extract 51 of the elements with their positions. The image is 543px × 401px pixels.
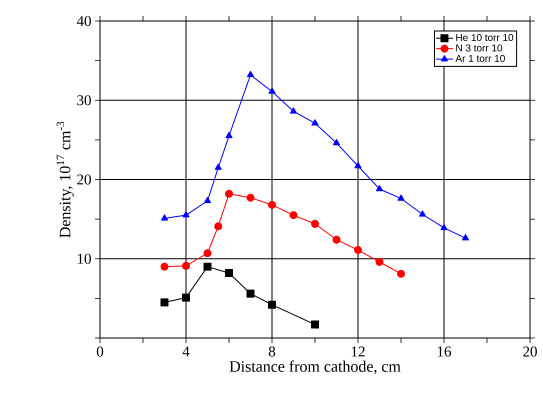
point <box>268 300 276 309</box>
point <box>311 220 319 228</box>
point <box>418 210 426 217</box>
point <box>397 194 405 201</box>
y-tick-label: 10 <box>78 254 91 264</box>
point <box>182 294 190 302</box>
y-tick-label: 20 <box>77 174 91 185</box>
point <box>225 269 233 277</box>
point <box>246 194 254 202</box>
point <box>397 270 405 278</box>
point <box>225 190 233 198</box>
point <box>290 211 298 220</box>
point <box>376 185 384 192</box>
y-tick-label: 40 <box>76 16 91 26</box>
legend-label: Ar 1 torr 10 <box>455 54 505 62</box>
point <box>290 107 298 114</box>
point <box>160 298 168 306</box>
x-tick-label: 8 <box>268 346 276 357</box>
point <box>268 88 276 94</box>
x-tick-label: 20 <box>523 346 537 357</box>
point <box>160 262 168 271</box>
x-tick-label: 12 <box>352 346 365 356</box>
point <box>268 200 276 209</box>
point <box>354 246 362 254</box>
x-tick-label: 16 <box>438 346 452 357</box>
y-axis-title: Density, 10$^{17}$ cm$^{-3}$ <box>56 122 74 238</box>
x-axis-title: Distance from cathode, cm <box>230 360 401 374</box>
point <box>214 164 222 170</box>
point <box>246 70 254 78</box>
point <box>182 211 190 218</box>
point <box>311 320 319 329</box>
y-tick-label: 30 <box>77 95 91 106</box>
point <box>204 196 212 204</box>
point <box>311 119 319 126</box>
point <box>376 258 384 266</box>
point <box>204 249 212 258</box>
point <box>354 162 362 168</box>
point <box>204 262 212 271</box>
point <box>214 222 222 230</box>
x-tick-label: 4 <box>182 346 190 356</box>
point <box>225 132 233 138</box>
point <box>160 214 168 221</box>
point <box>462 234 470 240</box>
point <box>440 224 448 230</box>
legend-label: N 3 torr 10 <box>456 44 502 52</box>
legend-label: He 10 torr 10 <box>456 34 514 42</box>
x-tick-label: 0 <box>96 346 104 357</box>
point <box>182 262 190 270</box>
point <box>332 139 340 146</box>
point <box>246 290 254 298</box>
point <box>332 236 340 244</box>
